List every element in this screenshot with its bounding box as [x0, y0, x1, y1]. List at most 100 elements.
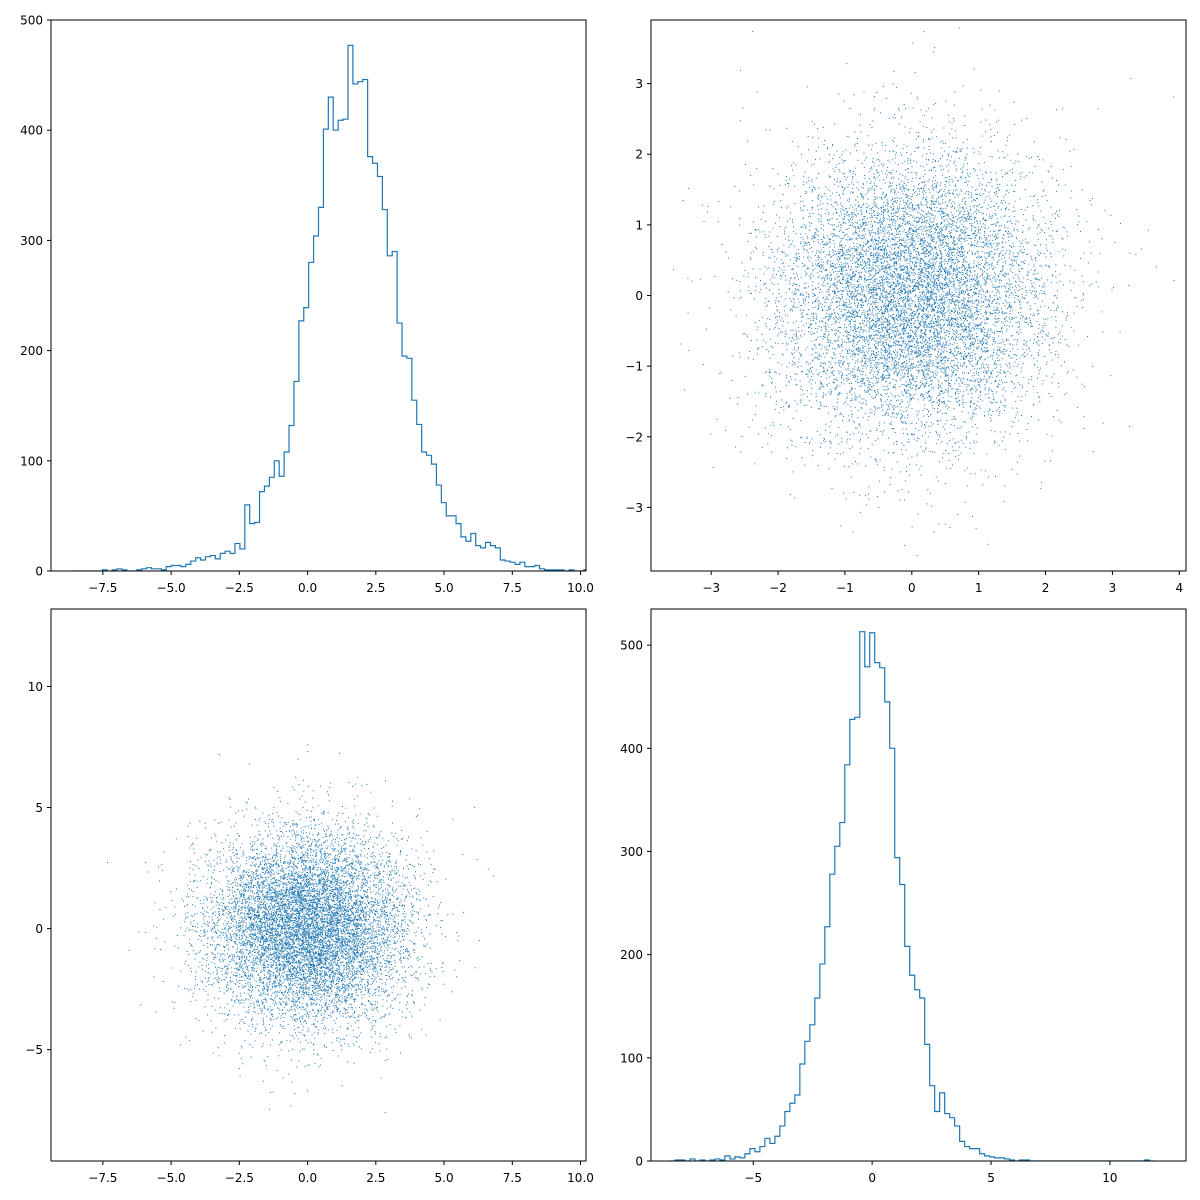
scatter-point [851, 398, 853, 400]
scatter-point [998, 259, 1000, 261]
scatter-point [974, 189, 976, 191]
scatter-point [878, 310, 880, 312]
scatter-point [834, 312, 836, 314]
scatter-point [853, 374, 855, 376]
scatter-point [771, 381, 773, 383]
scatter-point [879, 213, 881, 215]
scatter-point [995, 213, 997, 215]
scatter-point [770, 242, 772, 244]
scatter-point [875, 248, 876, 250]
scatter-point [911, 363, 912, 364]
scatter-point [971, 305, 973, 307]
scatter-point [904, 211, 906, 213]
scatter-point [984, 242, 986, 244]
scatter-point [853, 377, 855, 379]
scatter-point [989, 243, 991, 245]
scatter-point [944, 279, 945, 281]
scatter-point [921, 353, 923, 355]
scatter-point [899, 183, 901, 185]
scatter-point [1003, 224, 1005, 226]
scatter-point [791, 352, 793, 354]
scatter-point [1038, 313, 1040, 315]
scatter-point [860, 288, 862, 290]
scatter-point [876, 293, 877, 295]
scatter-point [875, 440, 877, 442]
scatter-point [818, 250, 820, 252]
scatter-point [924, 339, 926, 341]
scatter-point [844, 266, 846, 268]
scatter-point [871, 238, 873, 240]
scatter-point [831, 357, 833, 359]
scatter-point [885, 246, 886, 248]
scatter-point [898, 253, 900, 255]
scatter-point [1034, 270, 1035, 272]
scatter-point [997, 290, 999, 292]
scatter-point [980, 246, 982, 247]
scatter-point [924, 255, 926, 257]
scatter-point [1066, 235, 1068, 237]
scatter-point [896, 185, 898, 186]
scatter-point [850, 293, 851, 295]
scatter-point [776, 273, 777, 275]
scatter-point [850, 400, 852, 402]
scatter-point [923, 247, 925, 249]
scatter-point [1023, 343, 1025, 345]
scatter-point [874, 367, 876, 369]
scatter-point [941, 293, 942, 295]
scatter-point [961, 266, 963, 268]
scatter-point [961, 365, 963, 367]
scatter-point [961, 249, 963, 251]
scatter-point [975, 211, 977, 213]
scatter-point [951, 352, 953, 354]
scatter-point [910, 292, 912, 294]
scatter-point [939, 269, 941, 270]
scatter-point [838, 258, 840, 260]
scatter-point [904, 372, 906, 374]
scatter-point [834, 408, 836, 409]
scatter-point [950, 265, 952, 267]
scatter-point [933, 333, 935, 335]
scatter-point [916, 211, 918, 213]
scatter-point [899, 319, 901, 321]
scatter-point [906, 410, 908, 412]
scatter-point [926, 378, 928, 380]
scatter-point [932, 309, 934, 311]
scatter-point [800, 294, 802, 296]
scatter-point [967, 384, 969, 386]
scatter-point [909, 220, 911, 222]
scatter-point [1014, 361, 1016, 363]
scatter-point [909, 346, 911, 348]
scatter-point [1022, 281, 1024, 283]
scatter-point [976, 220, 978, 222]
scatter-point [959, 280, 961, 282]
scatter-point [840, 327, 842, 328]
scatter-point [881, 267, 883, 269]
scatter-point [822, 246, 824, 248]
scatter-point [927, 289, 929, 291]
scatter-point [984, 224, 986, 226]
scatter-point [944, 428, 946, 430]
scatter-point [964, 501, 966, 503]
scatter-point [843, 267, 845, 269]
scatter-point [994, 230, 996, 232]
scatter-point [740, 120, 741, 122]
scatter-point [792, 268, 794, 270]
scatter-point [818, 283, 820, 285]
scatter-point [813, 293, 815, 295]
scatter-point [954, 206, 956, 208]
scatter-point [1034, 302, 1036, 304]
scatter-point [912, 378, 914, 380]
scatter-point [879, 299, 881, 301]
scatter-point [956, 210, 957, 212]
scatter-point [911, 354, 913, 356]
scatter-point [893, 428, 895, 430]
scatter-point [930, 398, 932, 400]
scatter-point [795, 320, 797, 322]
scatter-point [898, 263, 900, 265]
scatter-point [971, 300, 973, 302]
scatter-point [834, 282, 836, 284]
scatter-point [1074, 269, 1076, 271]
scatter-point [895, 286, 897, 288]
scatter-point [989, 124, 991, 126]
scatter-point [928, 159, 929, 161]
